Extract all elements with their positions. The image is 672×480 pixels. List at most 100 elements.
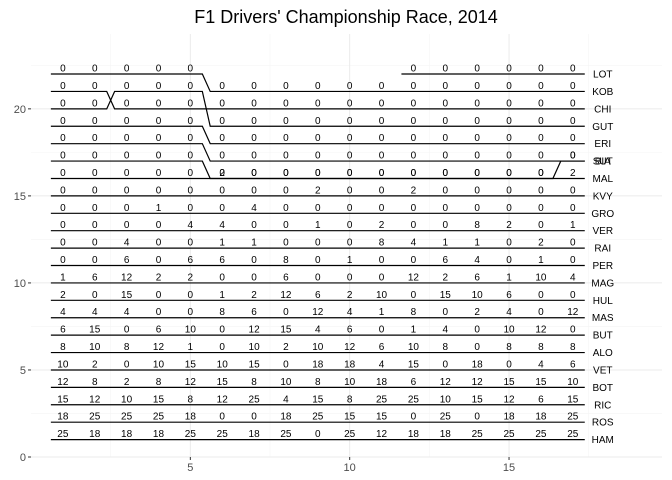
points-label: 0 [219, 412, 225, 423]
points-label: 0 [315, 168, 321, 179]
points-label: 4 [570, 272, 576, 283]
points-label: 0 [538, 64, 544, 75]
points-label: 0 [347, 168, 353, 179]
points-label: 6 [219, 255, 225, 266]
points-label: 12 [89, 394, 101, 405]
points-label: 0 [283, 168, 289, 179]
points-label: 15 [89, 325, 101, 336]
points-label: 0 [379, 168, 385, 179]
points-label: 0 [156, 255, 162, 266]
points-label: 18 [185, 412, 197, 423]
points-label: 6 [347, 325, 353, 336]
points-label: 15 [503, 377, 515, 388]
points-label: 0 [315, 272, 321, 283]
points-label: 6 [283, 272, 289, 283]
points-label: 0 [219, 81, 225, 92]
points-label: 0 [156, 116, 162, 127]
points-label: 2 [570, 168, 576, 179]
points-label: 18 [344, 359, 356, 370]
points-label: 0 [251, 81, 257, 92]
points-label: 0 [506, 168, 512, 179]
points-label: 2 [347, 290, 353, 301]
driver-label: KVY [593, 191, 613, 202]
points-label: 6 [60, 325, 66, 336]
points-label: 0 [315, 116, 321, 127]
points-label: 8 [411, 307, 417, 318]
points-label: 0 [474, 412, 480, 423]
points-label: 1 [219, 290, 225, 301]
points-label: 18 [280, 412, 292, 423]
points-label: 6 [538, 394, 544, 405]
points-label: 0 [188, 64, 194, 75]
points-label: 15 [217, 377, 229, 388]
points-label: 0 [283, 168, 289, 179]
points-label: 12 [440, 377, 452, 388]
points-label: 0 [474, 116, 480, 127]
points-label: 15 [121, 290, 133, 301]
points-label: 6 [124, 255, 130, 266]
points-label: 0 [219, 151, 225, 162]
points-label: 4 [188, 220, 194, 231]
points-label: 8 [124, 342, 130, 353]
points-label: 4 [124, 307, 130, 318]
points-label: 15 [312, 394, 324, 405]
points-label: 18 [376, 377, 388, 388]
points-label: 0 [156, 185, 162, 196]
points-label: 15 [185, 359, 197, 370]
points-label: 0 [443, 168, 449, 179]
points-label: 8 [92, 377, 98, 388]
points-label: 0 [538, 307, 544, 318]
points-label: 4 [283, 394, 289, 405]
points-label: 0 [506, 116, 512, 127]
points-label: 0 [570, 185, 576, 196]
points-label: 25 [249, 394, 261, 405]
points-label: 0 [347, 238, 353, 249]
points-label: 0 [443, 185, 449, 196]
points-label: 0 [506, 168, 512, 179]
points-label: 1 [411, 325, 417, 336]
points-label: 0 [474, 325, 480, 336]
points-label: 0 [315, 151, 321, 162]
driver-label: HUL [593, 296, 613, 307]
points-label: 10 [344, 377, 356, 388]
points-label: 18 [89, 429, 101, 440]
points-label: 0 [251, 98, 257, 109]
points-label: 0 [315, 238, 321, 249]
points-label: 0 [315, 81, 321, 92]
points-label: 15 [440, 290, 452, 301]
points-label: 0 [506, 255, 512, 266]
driver-label: CHI [594, 104, 611, 115]
points-label: 0 [92, 290, 98, 301]
points-label: 0 [538, 98, 544, 109]
points-label: 0 [60, 203, 66, 214]
points-label: 0 [474, 98, 480, 109]
points-label: 0 [60, 64, 66, 75]
points-label: 0 [443, 307, 449, 318]
points-label: 0 [443, 151, 449, 162]
points-label: 4 [251, 203, 257, 214]
points-label: 15 [249, 359, 261, 370]
points-label: 15 [408, 359, 420, 370]
points-label: 0 [570, 290, 576, 301]
points-label: 0 [315, 168, 321, 179]
points-label: 25 [217, 429, 229, 440]
points-label: 0 [315, 429, 321, 440]
points-label: 0 [570, 203, 576, 214]
points-label: 25 [57, 429, 69, 440]
points-label: 0 [283, 133, 289, 144]
points-label: 12 [217, 394, 229, 405]
points-label: 0 [60, 151, 66, 162]
points-label: 10 [153, 359, 165, 370]
points-label: 0 [188, 238, 194, 249]
points-label: 0 [251, 272, 257, 283]
points-label: 0 [60, 81, 66, 92]
points-label: 4 [538, 359, 544, 370]
points-label: 0 [251, 151, 257, 162]
points-label: 0 [411, 220, 417, 231]
points-label: 0 [188, 151, 194, 162]
points-label: 2 [60, 290, 66, 301]
points-label: 0 [188, 185, 194, 196]
driver-label: ROS [592, 418, 614, 429]
driver-label: VET [593, 365, 612, 376]
